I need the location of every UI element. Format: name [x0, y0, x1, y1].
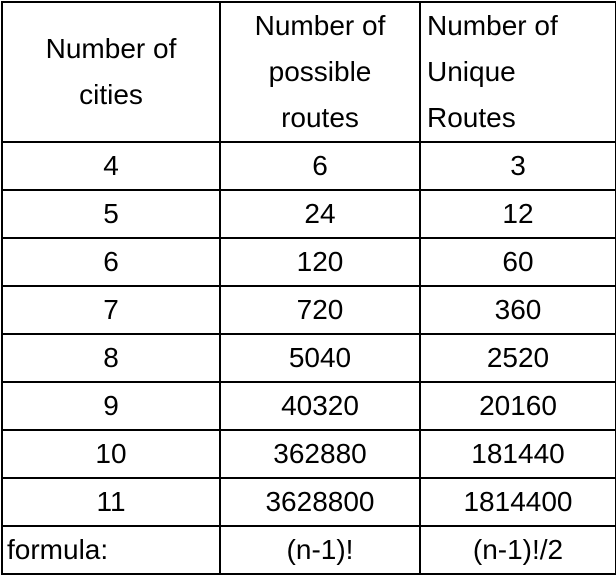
- cities-cell: 7: [1, 285, 221, 335]
- unique-routes-cell: 2520: [419, 333, 616, 383]
- cities-cell: 11: [1, 477, 221, 527]
- possible-routes-cell: 3628800: [219, 477, 421, 527]
- unique-routes-cell: 60: [419, 237, 616, 287]
- possible-routes-cell: 720: [219, 285, 421, 335]
- cities-cell: 6: [1, 237, 221, 287]
- cities-cell: 4: [1, 141, 221, 191]
- cities-cell: 8: [1, 333, 221, 383]
- header-unique-routes: Number of Unique Routes: [419, 1, 616, 143]
- unique-routes-cell: 181440: [419, 429, 616, 479]
- header-unique-line-1: Number of: [427, 10, 558, 41]
- header-row: Number of cities Number of possible rout…: [1, 1, 616, 143]
- header-cities-line-2: cities: [79, 79, 143, 110]
- header-cities-line-1: Number of: [45, 33, 177, 64]
- unique-routes-cell: 360: [419, 285, 616, 335]
- table-row: 8 5040 2520: [1, 333, 616, 383]
- unique-routes-cell: 20160: [419, 381, 616, 431]
- possible-routes-cell: 24: [219, 189, 421, 239]
- formula-possible-routes: (n-1)!: [219, 525, 421, 575]
- cities-cell: 9: [1, 381, 221, 431]
- header-unique-line-3: Routes: [427, 102, 516, 133]
- table-row: 7 720 360: [1, 285, 616, 335]
- table-row: 10 362880 181440: [1, 429, 616, 479]
- header-number-of-cities: Number of cities: [1, 1, 221, 143]
- unique-routes-cell: 12: [419, 189, 616, 239]
- formula-label: formula:: [1, 525, 221, 575]
- unique-routes-cell: 1814400: [419, 477, 616, 527]
- header-possible-line-2: possible: [268, 56, 372, 87]
- table-row: 9 40320 20160: [1, 381, 616, 431]
- table-row: 11 3628800 1814400: [1, 477, 616, 527]
- unique-routes-cell: 3: [419, 141, 616, 191]
- cities-cell: 10: [1, 429, 221, 479]
- possible-routes-cell: 6: [219, 141, 421, 191]
- header-possible-line-3: routes: [281, 102, 359, 133]
- formula-unique-routes: (n-1)!/2: [419, 525, 616, 575]
- formula-row: formula: (n-1)! (n-1)!/2: [1, 525, 616, 575]
- possible-routes-cell: 40320: [219, 381, 421, 431]
- cities-cell: 5: [1, 189, 221, 239]
- table-row: 4 6 3: [1, 141, 616, 191]
- header-unique-line-2: Unique: [427, 56, 516, 87]
- header-possible-routes: Number of possible routes: [219, 1, 421, 143]
- header-possible-line-1: Number of: [254, 10, 386, 41]
- possible-routes-cell: 120: [219, 237, 421, 287]
- table-row: 5 24 12: [1, 189, 616, 239]
- possible-routes-cell: 362880: [219, 429, 421, 479]
- table-row: 6 120 60: [1, 237, 616, 287]
- possible-routes-cell: 5040: [219, 333, 421, 383]
